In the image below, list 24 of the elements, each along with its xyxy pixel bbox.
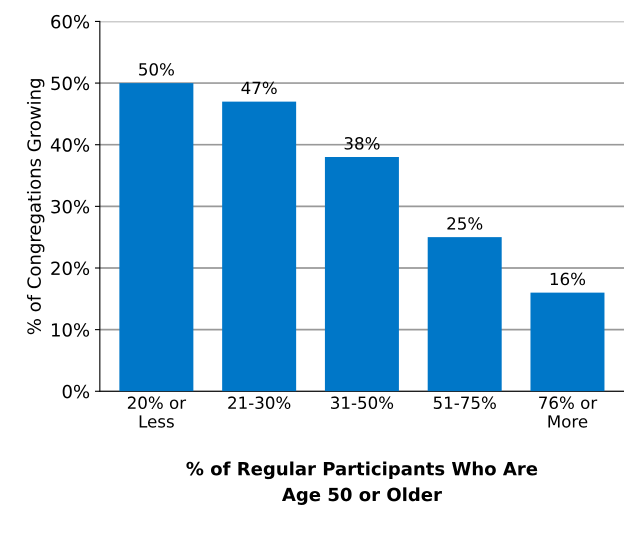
y-tick-label: 40%	[50, 138, 90, 152]
y-axis-title: % of Congregations Growing	[26, 79, 44, 334]
data-label: 47%	[241, 82, 277, 94]
y-tick-label: 60%	[51, 14, 90, 29]
bar	[119, 83, 194, 392]
y-tick-label: 20%	[51, 261, 90, 276]
y-tick-label: 50%	[51, 76, 90, 90]
data-label: 38%	[344, 137, 380, 150]
data-label: 50%	[139, 63, 174, 76]
data-label: 25%	[447, 217, 482, 230]
bar	[324, 157, 399, 392]
bar	[222, 102, 296, 392]
x-tick-label: 20% or Less	[128, 396, 186, 428]
y-tick-label: 10%	[52, 323, 90, 337]
x-tick-label: 51-75%	[434, 396, 496, 410]
x-tick-label: 21-30%	[228, 396, 290, 410]
y-tick-label: 0%	[62, 384, 90, 398]
x-tick-label: 76% or More	[539, 396, 598, 428]
y-tick-label: 30%	[51, 200, 90, 214]
data-label: 16%	[550, 272, 586, 286]
bar	[428, 237, 502, 392]
x-tick-label: 31-50%	[331, 396, 394, 410]
bar	[530, 292, 604, 392]
x-axis-title: % of Regular Participants Who Are Age 50 or Older	[186, 461, 538, 505]
